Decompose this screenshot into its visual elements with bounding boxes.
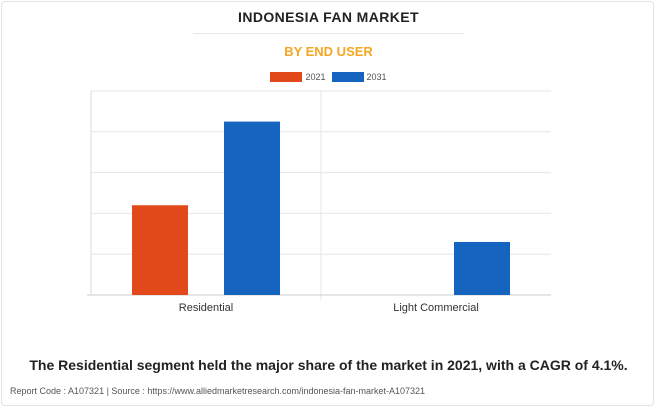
- legend: 2021 2031: [0, 72, 657, 82]
- legend-swatch-2021: [270, 72, 303, 82]
- legend-label-2031: 2031: [366, 72, 387, 82]
- legend-label-2021: 2021: [305, 72, 326, 82]
- bar-2031-residential: [224, 121, 280, 295]
- legend-swatch-2031: [331, 72, 364, 82]
- chart-title: INDONESIA FAN MARKET: [238, 9, 419, 25]
- x-tick-label-residential: Residential: [179, 302, 233, 314]
- source-line: Report Code : A107321 | Source : https:/…: [10, 386, 426, 396]
- legend-item-2031[interactable]: 2031: [331, 72, 387, 82]
- x-tick-label-light-commercial: Light Commercial: [393, 302, 479, 314]
- bar-2031-light-commercial: [454, 241, 510, 295]
- legend-item-2021[interactable]: 2021: [270, 72, 326, 82]
- title-divider: [193, 33, 464, 34]
- bar-2021-residential: [132, 205, 188, 295]
- chart-subtitle: BY END USER: [284, 44, 373, 59]
- chart-footnote: The Residential segment held the major s…: [29, 357, 628, 373]
